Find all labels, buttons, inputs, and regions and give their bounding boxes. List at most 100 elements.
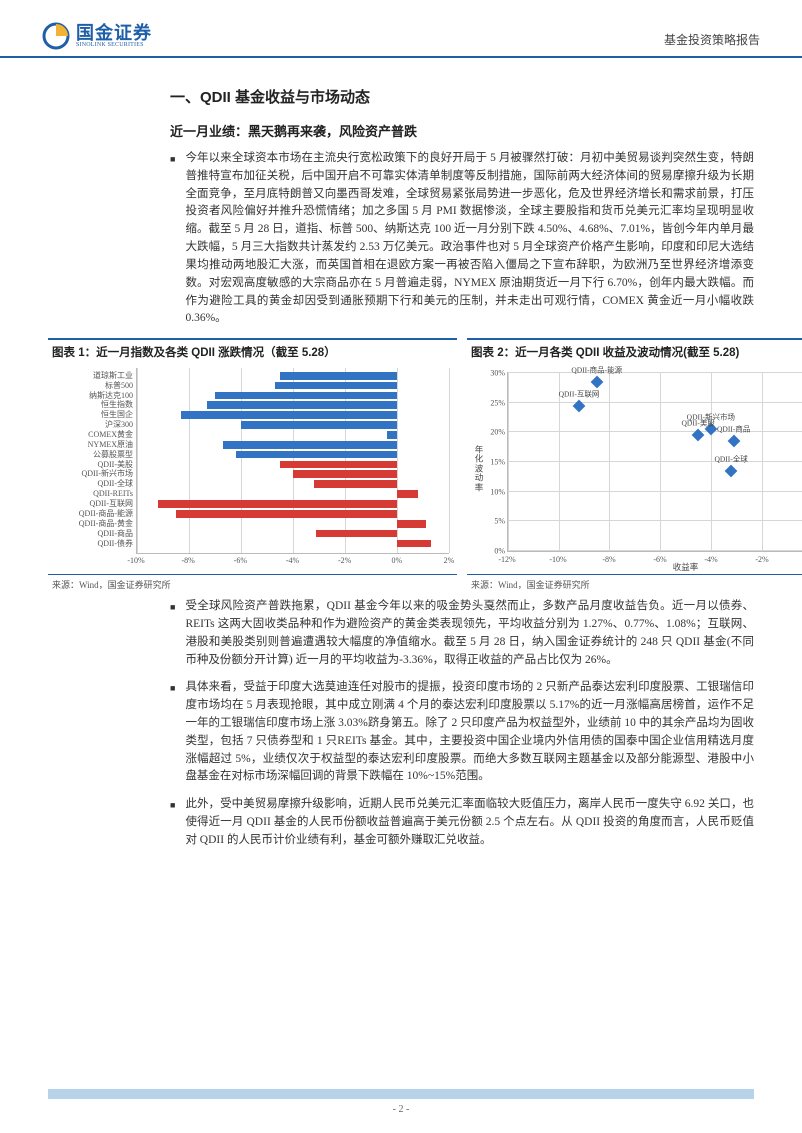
- x-tick: -6%: [653, 555, 666, 564]
- bar: [280, 372, 397, 380]
- x-tick: 0%: [391, 556, 402, 565]
- x-tick: -2%: [338, 556, 351, 565]
- chart-1-title: 图表 1：近一月指数及各类 QDII 涨跌情况（截至 5.28）: [48, 340, 457, 364]
- bullet-paragraph: ■ 此外，受中美贸易摩擦升级影响，近期人民币兑美元汇率面临较大贬值压力，离岸人民…: [170, 796, 754, 849]
- chart-2-source: 来源：Wind，国金证券研究所: [467, 574, 802, 594]
- bar-label: 公募股票型: [93, 451, 137, 459]
- footer-bar: [48, 1089, 754, 1099]
- x-tick: -4%: [286, 556, 299, 565]
- scatter-label: QDII-商品: [717, 424, 750, 435]
- bar: [176, 510, 397, 518]
- bar-label: QDII-新兴市场: [81, 470, 137, 478]
- bar: [223, 441, 397, 449]
- paragraph-3: 具体来看，受益于印度大选莫迪连任对股市的提振，投资印度市场的 2 只新产品泰达宏…: [185, 679, 754, 786]
- bullet-paragraph: ■ 具体来看，受益于印度大选莫迪连任对股市的提振，投资印度市场的 2 只新产品泰…: [170, 679, 754, 786]
- logo-icon: [42, 22, 70, 50]
- bar-xaxis: -10%-8%-6%-4%-2%0%2%: [136, 556, 449, 570]
- section-heading-1: 一、QDII 基金收益与市场动态: [170, 86, 754, 107]
- x-tick: -4%: [704, 555, 717, 564]
- bar-label: QDII-美股: [97, 461, 137, 469]
- bullet-paragraph: ■ 今年以来全球资本市场在主流央行宽松政策下的良好开局于 5 月被骤然打破：月初…: [170, 150, 754, 328]
- y-tick: 25%: [490, 398, 508, 407]
- bar-label: QDII-互联网: [89, 500, 137, 508]
- bar-label: 纳斯达克100: [89, 392, 137, 400]
- y-tick: 30%: [490, 369, 508, 378]
- scatter-label: QDII-美股: [682, 418, 715, 429]
- x-tick: -10%: [549, 555, 566, 564]
- bar-label: QDII-商品: [97, 530, 137, 538]
- chart-2-panel: 图表 2：近一月各类 QDII 收益及波动情况(截至 5.28) 年 化 波 动…: [467, 338, 802, 594]
- bar: [236, 451, 397, 459]
- chart-1-source: 来源：Wind，国金证券研究所: [48, 574, 457, 594]
- bullet-icon: ■: [170, 796, 175, 849]
- bar-label: QDII-全球: [97, 480, 137, 488]
- section-subheading: 近一月业绩：黑天鹅再来袭，风险资产普跌: [170, 121, 754, 140]
- bar: [314, 480, 397, 488]
- bar: [241, 421, 397, 429]
- bullet-icon: ■: [170, 150, 175, 328]
- paragraph-2: 受全球风险资产普跌拖累，QDII 基金今年以来的吸金势头戛然而止，多数产品月度收…: [185, 598, 754, 669]
- scatter-label: QDII-互联网: [559, 388, 600, 399]
- logo-text: 国金证券 SINOLINK SECURITIES: [76, 24, 152, 48]
- bar-label: 标普500: [105, 382, 137, 390]
- bar: [215, 392, 397, 400]
- chart-1-area: 道琼斯工业标普500 纳斯达克100恒生指数恒生国企沪深300 COMEX黄金 NYM…: [48, 364, 457, 574]
- x-tick: -12%: [498, 555, 515, 564]
- bar: [387, 431, 397, 439]
- bar-label: 恒生国企: [101, 411, 137, 419]
- bar-chart: 道琼斯工业标普500纳斯达克100恒生指数恒生国企沪深300COMEX黄金NYM…: [136, 368, 449, 554]
- header: 国金证券 SINOLINK SECURITIES 基金投资策略报告: [0, 0, 802, 58]
- paragraph-4: 此外，受中美贸易摩擦升级影响，近期人民币兑美元汇率面临较大贬值压力，离岸人民币一…: [185, 796, 754, 849]
- x-tick: -6%: [234, 556, 247, 565]
- scatter-point: [725, 465, 738, 478]
- scatter-point: [590, 376, 603, 389]
- chart-2-area: 年 化 波 动 率 0%5%10%15%20%25%30%QDII-商品-能源Q…: [467, 364, 802, 574]
- content: 一、QDII 基金收益与市场动态 近一月业绩：黑天鹅再来袭，风险资产普跌 ■ 今…: [0, 58, 802, 850]
- x-tick: -2%: [755, 555, 768, 564]
- bar-label: QDII-REITs: [93, 490, 137, 498]
- bar-label: 恒生指数: [101, 401, 137, 409]
- logo-en: SINOLINK SECURITIES: [76, 42, 152, 48]
- bar-label: NYMEX原油: [88, 441, 137, 449]
- scatter-chart: 0%5%10%15%20%25%30%QDII-商品-能源QDII-互联网QDI…: [507, 372, 802, 552]
- bullet-icon: ■: [170, 679, 175, 786]
- x-tick: -10%: [127, 556, 144, 565]
- logo-cn: 国金证券: [76, 24, 152, 42]
- bar-label: QDII-商品-黄金: [79, 520, 137, 528]
- y-tick: 20%: [490, 428, 508, 437]
- bar-label: 沪深300: [105, 421, 137, 429]
- chart-1-panel: 图表 1：近一月指数及各类 QDII 涨跌情况（截至 5.28） 道琼斯工业标普…: [48, 338, 457, 594]
- bar: [181, 411, 397, 419]
- scatter-label: QDII-全球: [714, 454, 747, 465]
- bar: [280, 461, 397, 469]
- chart-2-title: 图表 2：近一月各类 QDII 收益及波动情况(截至 5.28): [467, 340, 802, 364]
- bar: [397, 490, 418, 498]
- page: 国金证券 SINOLINK SECURITIES 基金投资策略报告 一、QDII…: [0, 0, 802, 1133]
- charts-row: 图表 1：近一月指数及各类 QDII 涨跌情况（截至 5.28） 道琼斯工业标普…: [48, 338, 802, 594]
- bar-label: QDII-债券: [97, 540, 137, 548]
- bar: [316, 530, 397, 538]
- bar-label: 道琼斯工业: [93, 372, 137, 380]
- scatter-label: QDII-商品-能源: [571, 365, 622, 376]
- bullet-paragraph: ■ 受全球风险资产普跌拖累，QDII 基金今年以来的吸金势头戛然而止，多数产品月…: [170, 598, 754, 669]
- x-tick: -8%: [181, 556, 194, 565]
- y-tick: 5%: [494, 517, 508, 526]
- bar: [275, 382, 397, 390]
- scatter-point: [727, 435, 740, 448]
- paragraph-1: 今年以来全球资本市场在主流央行宽松政策下的良好开局于 5 月被骤然打破：月初中美…: [185, 150, 754, 328]
- scatter-xlabel: 收益率: [673, 561, 699, 573]
- report-type: 基金投资策略报告: [664, 31, 760, 50]
- y-tick: 10%: [490, 487, 508, 496]
- y-tick: 15%: [490, 458, 508, 467]
- scatter-xaxis: -12%-10%-8%-6%-4%-2%0%2%收益率: [507, 555, 802, 571]
- bar: [158, 500, 397, 508]
- scatter-ylabel: 年 化 波 动 率: [473, 446, 485, 493]
- bar: [397, 520, 426, 528]
- bar-label: QDII-商品-能源: [79, 510, 137, 518]
- bullet-icon: ■: [170, 598, 175, 669]
- bar: [293, 470, 397, 478]
- bar: [397, 540, 431, 548]
- page-number: - 2 -: [0, 1104, 802, 1115]
- bar-label: COMEX黄金: [88, 431, 137, 439]
- bar: [207, 401, 397, 409]
